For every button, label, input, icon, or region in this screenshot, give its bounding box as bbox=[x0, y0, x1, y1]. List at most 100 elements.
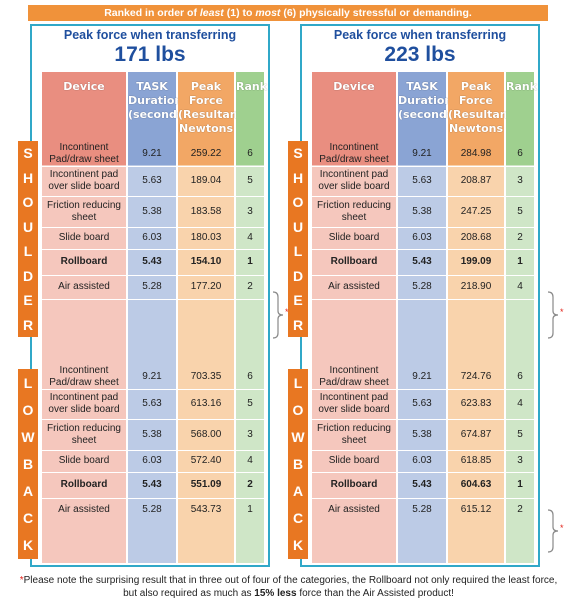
sidebar-letter: R bbox=[22, 316, 34, 333]
sidebar-letter: S bbox=[293, 145, 303, 162]
footnote-highlight: 15% less bbox=[254, 588, 297, 599]
table-panel-2: Peak force when transferring 223 lbs Devic… bbox=[288, 24, 540, 567]
row-divider bbox=[312, 450, 536, 451]
low-back-cell-rank: 3 bbox=[517, 455, 523, 466]
low-back-cell-duration: 6.03 bbox=[142, 455, 162, 466]
shoulder-cell-rank: 3 bbox=[247, 205, 253, 217]
low-back-cell-device: Air assisted bbox=[58, 504, 110, 515]
header-line: (Resultant) bbox=[448, 108, 518, 121]
shoulder-cell-force: 189.04 bbox=[190, 175, 222, 186]
header-force: Peak Force (Resultant) Newtons bbox=[178, 72, 248, 165]
footnote: *Please note the surprising result that … bbox=[0, 574, 577, 600]
low-back-cell-force: 618.85 bbox=[460, 455, 492, 466]
group-divider bbox=[42, 299, 266, 300]
low-back-cell-rank: 2 bbox=[517, 504, 523, 515]
shoulder-cell-force: 208.68 bbox=[460, 232, 492, 243]
panel-title: Peak force when transferring bbox=[333, 28, 507, 42]
low-back-cell-device: Friction reducing sheet bbox=[317, 422, 391, 446]
banner-least: least bbox=[199, 7, 224, 19]
ranking-banner: Ranked in order of least (1) to most (6)… bbox=[28, 5, 548, 21]
low-back-cell-rank: 5 bbox=[247, 398, 253, 409]
asterisk-marker: * bbox=[285, 307, 289, 317]
banner-text: (1) to bbox=[223, 7, 256, 19]
low-back-cell-duration: 6.03 bbox=[412, 455, 432, 466]
row-divider bbox=[312, 166, 536, 167]
row-divider bbox=[312, 419, 536, 420]
footnote-line-1: Please note the surprising result that i… bbox=[23, 575, 558, 586]
header-duration: TASK Duration (seconds) bbox=[128, 72, 188, 165]
row-divider bbox=[42, 275, 266, 276]
shoulder-cell-device: Slide board bbox=[58, 232, 110, 243]
shoulder-cell-rank: 1 bbox=[247, 256, 253, 267]
low-back-cell-device: Slide board bbox=[58, 455, 110, 466]
shoulder-cell-duration: 5.43 bbox=[142, 256, 162, 267]
shoulder-cell-rank: 1 bbox=[517, 256, 523, 267]
sidebar-letter: E bbox=[293, 292, 303, 309]
shoulder-cell-device: Incontinent Pad/draw sheet bbox=[49, 141, 119, 165]
row-divider bbox=[42, 472, 266, 473]
shoulder-cell-force: 154.10 bbox=[190, 256, 222, 267]
shoulder-cell-duration: 9.21 bbox=[412, 147, 432, 159]
column-rank-bg bbox=[236, 165, 264, 563]
shoulder-cell-rank: 4 bbox=[247, 232, 253, 243]
sidebar-letter: U bbox=[292, 218, 304, 235]
header-rank: Rank bbox=[506, 72, 538, 165]
shoulder-cell-force: 247.25 bbox=[460, 205, 492, 217]
sidebar-letter: C bbox=[22, 510, 34, 527]
low-back-cell-device: Incontinent pad over slide board bbox=[318, 392, 390, 415]
low-back-cell-rank: 3 bbox=[247, 428, 253, 440]
column-device-bg bbox=[42, 165, 126, 563]
row-divider bbox=[312, 389, 536, 390]
header-line: Peak Force bbox=[458, 80, 494, 107]
shoulder-cell-duration: 5.28 bbox=[412, 281, 432, 292]
low-back-cell-device: Slide board bbox=[328, 455, 380, 466]
low-back-cell-force: 724.76 bbox=[460, 370, 492, 382]
sidebar-letter: B bbox=[22, 455, 34, 472]
row-divider bbox=[312, 498, 536, 499]
asterisk-marker: * bbox=[560, 307, 564, 317]
header-device: Device bbox=[312, 72, 396, 165]
sidebar-letter: W bbox=[21, 428, 35, 445]
low-back-cell-device: Incontinent pad over slide board bbox=[48, 392, 120, 415]
shoulder-cell-device: Rollboard bbox=[330, 256, 378, 267]
low-back-cell-device: Friction reducing sheet bbox=[47, 422, 121, 446]
sidebar-shoulder bbox=[18, 141, 38, 337]
row-divider bbox=[312, 275, 536, 276]
header-line: Device bbox=[333, 80, 375, 93]
sidebar-letter: A bbox=[22, 483, 34, 500]
sidebar-letter: R bbox=[292, 316, 304, 333]
sidebar-letter: L bbox=[293, 374, 303, 391]
low-back-cell-duration: 9.21 bbox=[142, 370, 162, 382]
low-back-cell-duration: 5.43 bbox=[142, 479, 162, 490]
shoulder-cell-force: 180.03 bbox=[190, 232, 222, 243]
header-line: Rank bbox=[236, 80, 268, 93]
row-divider bbox=[312, 249, 536, 250]
row-divider bbox=[42, 498, 266, 499]
shoulder-cell-force: 177.20 bbox=[190, 281, 222, 292]
column-duration-bg bbox=[128, 165, 176, 563]
row-divider bbox=[42, 450, 266, 451]
sidebar-letter: U bbox=[22, 218, 34, 235]
row-divider bbox=[312, 196, 536, 197]
sidebar-letter: L bbox=[23, 374, 33, 391]
row-divider bbox=[42, 419, 266, 420]
footnote-asterisk: * bbox=[19, 575, 24, 586]
shoulder-cell-device: Incontinent pad over slide board bbox=[318, 169, 390, 192]
sidebar-letter: K bbox=[22, 537, 34, 554]
shoulder-cell-force: 259.22 bbox=[190, 147, 222, 159]
low-back-cell-force: 572.40 bbox=[190, 455, 222, 466]
header-line: Duration bbox=[398, 94, 453, 107]
header-line: (seconds) bbox=[398, 108, 459, 121]
shoulder-cell-device: Slide board bbox=[328, 232, 380, 243]
banner-text: (6) physically stressful or demanding. bbox=[280, 7, 472, 19]
low-back-cell-duration: 5.63 bbox=[142, 398, 162, 409]
shoulder-cell-device: Incontinent Pad/draw sheet bbox=[319, 141, 389, 165]
header-line: (Resultant) bbox=[178, 108, 248, 121]
panel-title: Peak force when transferring bbox=[63, 28, 237, 42]
banner-text: Ranked in order of bbox=[104, 7, 200, 19]
sidebar-letter: O bbox=[292, 194, 304, 211]
header-line: Rank bbox=[506, 80, 538, 93]
low-back-cell-force: 674.87 bbox=[460, 428, 492, 440]
group-divider bbox=[312, 299, 536, 300]
